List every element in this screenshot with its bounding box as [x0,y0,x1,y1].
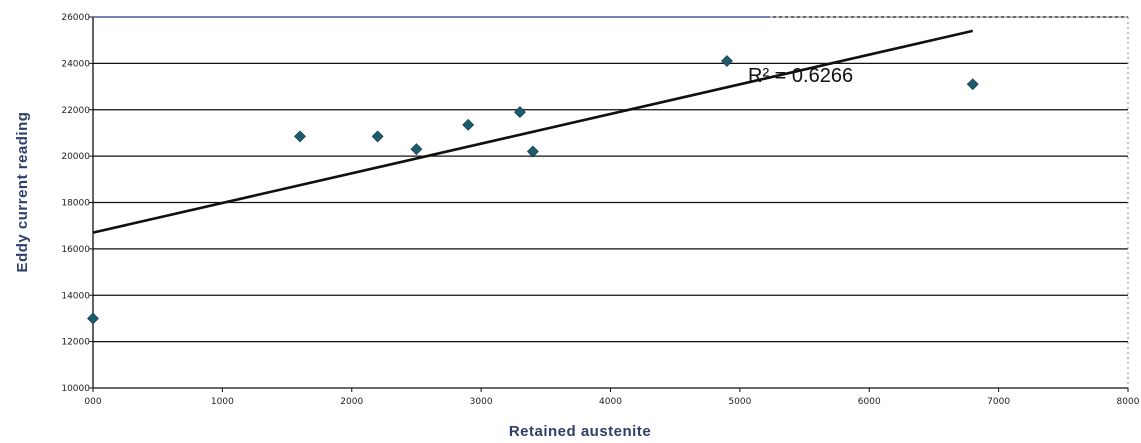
y-tick-label-4: 18000 [61,199,90,209]
y-tick-label-6: 22000 [61,106,90,116]
y-tick-label-7: 24000 [61,59,90,69]
data-point-2 [371,130,384,143]
trend-layer [92,29,974,234]
x-tick-label-0: 000 [84,397,101,407]
data-point-0 [87,312,99,325]
x-tick-label-5: 5000 [728,397,751,407]
x-axis-title: Retained austenite [509,423,651,440]
data-point-6 [526,145,539,158]
y-tick-label-0: 10000 [61,384,90,394]
x-tick-label-7: 7000 [987,397,1010,407]
x-tick-label-3: 3000 [470,397,493,407]
x-tick-label-1: 1000 [211,397,234,407]
y-tick-label-5: 20000 [61,152,90,162]
data-point-8 [966,78,979,91]
trendline [92,29,974,234]
y-tick-label-3: 16000 [61,245,90,255]
data-point-7 [721,55,733,67]
x-tick-label-6: 6000 [858,397,881,407]
labels-layer: 10000 12000 14000 16000 18000 20000 22000 24000… [61,13,1139,407]
r-squared-annotation: R² = 0.6266 [748,65,853,87]
data-point-1 [294,130,306,143]
data-point-3 [410,143,423,156]
y-tick-label-2: 14000 [61,291,90,301]
axes-layer [89,16,1129,392]
data-point-5 [514,106,526,118]
y-tick-label-1: 12000 [61,338,90,348]
points-layer [87,55,979,325]
grid-layer [93,16,1128,343]
y-axis-title: Eddy current reading [14,112,31,273]
x-tick-label-8: 8000 [1117,397,1140,407]
x-tick-label-4: 4000 [599,397,622,407]
data-point-4 [462,118,475,131]
y-tick-label-8: 26000 [61,13,90,23]
x-tick-label-2: 2000 [340,397,363,407]
